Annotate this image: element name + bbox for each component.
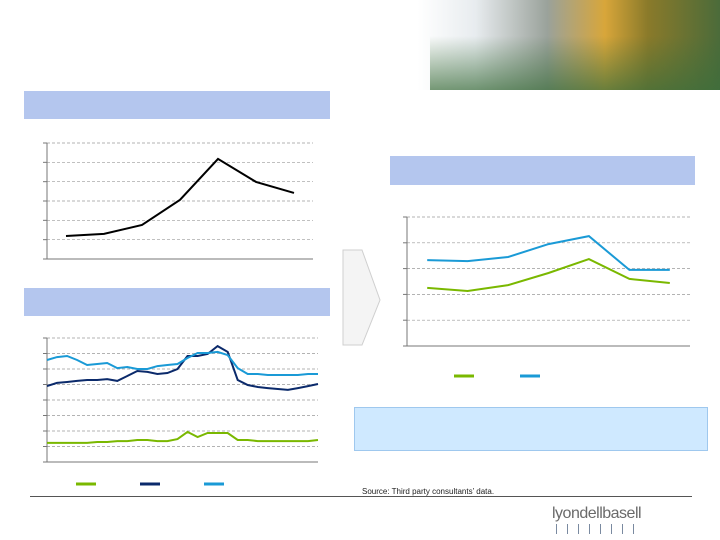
series-line <box>65 157 295 237</box>
logo: lyondellbasell <box>552 505 642 522</box>
series-line <box>47 430 319 444</box>
title-band <box>24 91 330 119</box>
header-image <box>0 0 720 90</box>
arrow <box>342 249 381 346</box>
series-line <box>427 235 670 271</box>
series-line <box>46 350 318 376</box>
series-line <box>46 344 319 391</box>
series-line <box>427 258 670 293</box>
title-band <box>390 156 695 185</box>
footer-rule <box>30 496 692 497</box>
source-note: Source: Third party consultants’ data. <box>362 487 495 496</box>
note-box <box>354 407 708 451</box>
logo-deco <box>556 524 642 534</box>
title-band <box>24 288 330 316</box>
